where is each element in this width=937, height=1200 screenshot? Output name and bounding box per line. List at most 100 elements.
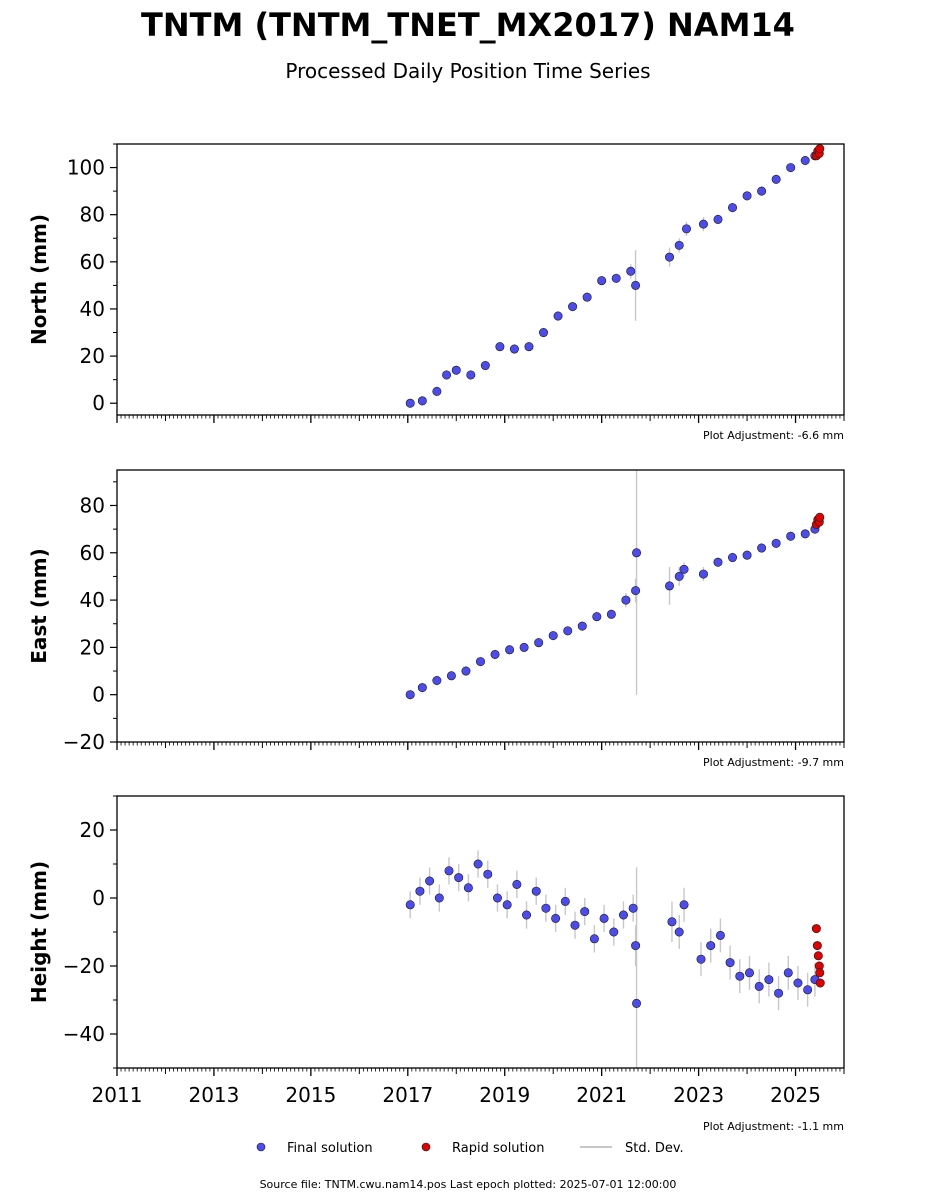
- final-point: [631, 941, 641, 951]
- final-point: [417, 396, 427, 406]
- y-tick-label: −20: [63, 954, 105, 978]
- final-point: [592, 612, 602, 622]
- y-tick-label: 20: [80, 344, 105, 368]
- x-tick-label: 2025: [770, 1083, 821, 1107]
- final-point: [582, 292, 592, 302]
- final-point: [505, 645, 515, 655]
- x-tick-label: 2017: [382, 1083, 433, 1107]
- y-tick-label: 0: [92, 683, 105, 707]
- final-point: [463, 883, 473, 893]
- final-point: [715, 930, 725, 940]
- x-tick-label: 2015: [285, 1083, 336, 1107]
- final-point: [524, 342, 534, 352]
- rapid-point: [815, 512, 825, 522]
- final-point: [597, 276, 607, 286]
- panel-1: 0 20 40 60 80 100 North (mm) Plot Adjustment: -…: [27, 143, 845, 442]
- final-point: [674, 240, 684, 250]
- rapid-point: [812, 941, 822, 951]
- final-point: [451, 365, 461, 375]
- final-point: [698, 219, 708, 229]
- x-tick-label: 2013: [188, 1083, 239, 1107]
- x-tick-label: 2011: [92, 1083, 143, 1107]
- final-point: [589, 934, 599, 944]
- plot-area: [405, 850, 825, 1068]
- final-point: [432, 676, 442, 686]
- chart-subtitle: Processed Daily Position Time Series: [285, 59, 650, 83]
- panels: 0 20 40 60 80 100 North (mm) Plot Adjustment: -…: [27, 143, 845, 1133]
- rapid-point: [811, 924, 821, 934]
- final-point: [632, 998, 642, 1008]
- legend-rapid-marker: [421, 1142, 431, 1152]
- y-tick-label: 40: [80, 297, 105, 321]
- y-tick-label: −40: [63, 1022, 105, 1046]
- final-point: [512, 879, 522, 889]
- final-point: [728, 203, 738, 213]
- final-point: [674, 571, 684, 581]
- final-point: [454, 873, 464, 883]
- final-point: [405, 398, 415, 408]
- final-point: [599, 913, 609, 923]
- y-tick-label: 100: [67, 156, 105, 180]
- y-tick-label: 80: [80, 493, 105, 517]
- final-point: [667, 917, 677, 927]
- final-point: [475, 657, 485, 667]
- axes-frame: [116, 795, 845, 1069]
- final-point: [771, 538, 781, 548]
- final-point: [611, 273, 621, 283]
- final-point: [606, 609, 616, 619]
- y-axis-label: North (mm): [27, 214, 51, 345]
- y-tick-label: 20: [80, 818, 105, 842]
- final-point: [551, 913, 561, 923]
- final-point: [631, 280, 641, 290]
- final-point: [628, 903, 638, 913]
- x-tick-label: 2021: [576, 1083, 627, 1107]
- legend-rapid-label: Rapid solution: [452, 1141, 544, 1156]
- axes-frame: [116, 469, 845, 743]
- final-point: [560, 896, 570, 906]
- final-point: [632, 548, 642, 558]
- final-point: [483, 869, 493, 879]
- final-point: [800, 155, 810, 165]
- rapid-point: [813, 951, 823, 961]
- final-point: [783, 968, 793, 978]
- y-tick-label: 0: [92, 391, 105, 415]
- final-point: [744, 968, 754, 978]
- final-point: [539, 328, 549, 338]
- final-point: [405, 900, 415, 910]
- final-point: [577, 621, 587, 631]
- final-point: [764, 975, 774, 985]
- final-point: [626, 266, 636, 276]
- plot-area: [405, 144, 825, 408]
- legend-std-label: Std. Dev.: [625, 1141, 684, 1156]
- plot-adjustment-note: Plot Adjustment: -1.1 mm: [703, 1120, 844, 1133]
- final-point: [563, 626, 573, 636]
- chart-title: TNTM (TNTM_TNET_MX2017) NAM14: [141, 6, 795, 44]
- axes-frame: [116, 143, 845, 416]
- final-point: [713, 214, 723, 224]
- final-point: [434, 893, 444, 903]
- final-point: [480, 361, 490, 371]
- final-point: [786, 531, 796, 541]
- final-point: [713, 557, 723, 567]
- final-point: [405, 690, 415, 700]
- final-point: [570, 920, 580, 930]
- final-point: [568, 302, 578, 312]
- final-point: [679, 564, 689, 574]
- final-point: [490, 649, 500, 659]
- final-point: [786, 163, 796, 173]
- plot-area: [405, 470, 825, 700]
- legend-final-label: Final solution: [287, 1141, 373, 1156]
- final-point: [725, 958, 735, 968]
- final-point: [432, 386, 442, 396]
- final-point: [425, 876, 435, 886]
- final-point: [757, 186, 767, 196]
- rapid-point: [815, 144, 825, 154]
- final-point: [519, 642, 529, 652]
- x-tick-label: 2019: [479, 1083, 530, 1107]
- final-point: [417, 683, 427, 693]
- final-point: [473, 859, 483, 869]
- final-point: [609, 927, 619, 937]
- panel-3: −40 −20 0 20 2011 2013 2015 2017 2019 2021 2023 202…: [27, 795, 845, 1133]
- final-point: [446, 671, 456, 681]
- final-point: [531, 886, 541, 896]
